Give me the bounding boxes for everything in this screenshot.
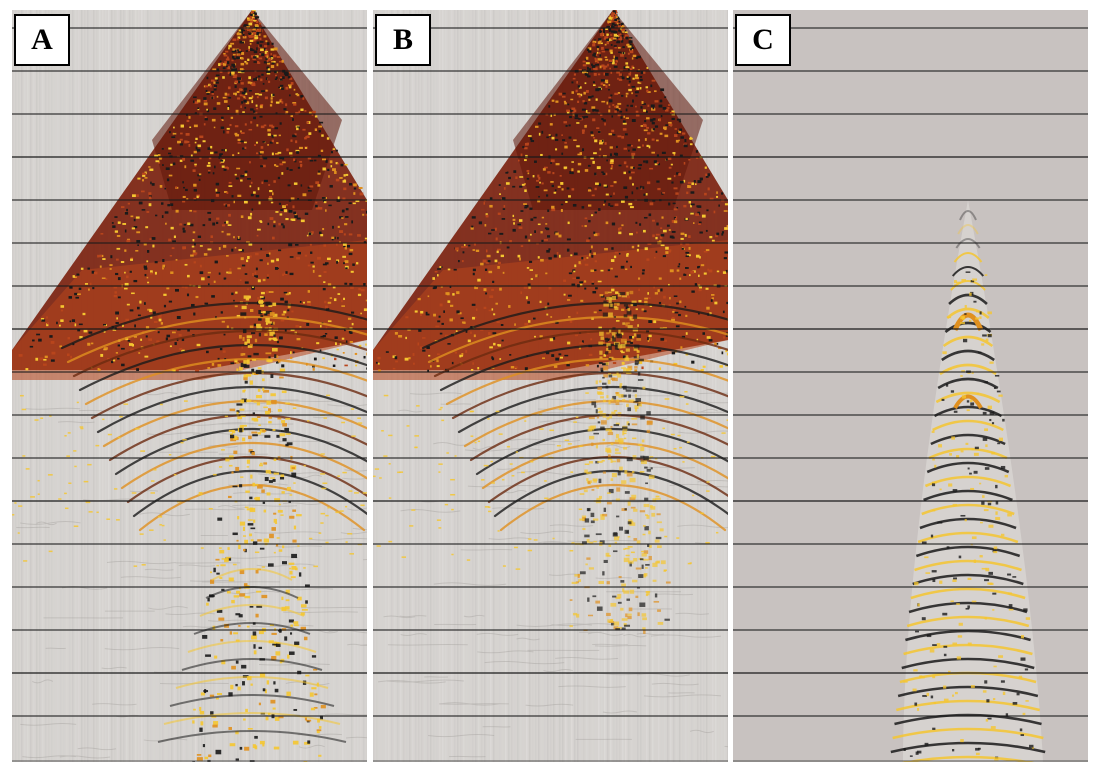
time-grid-lines [12, 27, 367, 717]
panel-b: B [373, 10, 728, 762]
panel-b-label: B [375, 14, 431, 66]
time-grid-lines [733, 27, 1088, 717]
panel-a-label: A [14, 14, 70, 66]
panel-b-image [373, 10, 728, 762]
panel-c: C [733, 10, 1088, 762]
noise-texture [16, 392, 367, 759]
time-grid-lines [373, 27, 728, 717]
panel-c-label: C [735, 14, 791, 66]
panel-a: A [12, 10, 367, 762]
cone-speckles [375, 10, 728, 373]
difference-plume [890, 200, 1046, 762]
trace-texture [12, 10, 367, 762]
panel-c-image [733, 10, 1088, 762]
central-plume [373, 290, 728, 634]
reflection-arcs [421, 302, 728, 532]
reflection-arcs [60, 302, 367, 532]
panel-a-image [12, 10, 367, 762]
trace-texture [373, 10, 728, 762]
central-plume [12, 291, 367, 762]
